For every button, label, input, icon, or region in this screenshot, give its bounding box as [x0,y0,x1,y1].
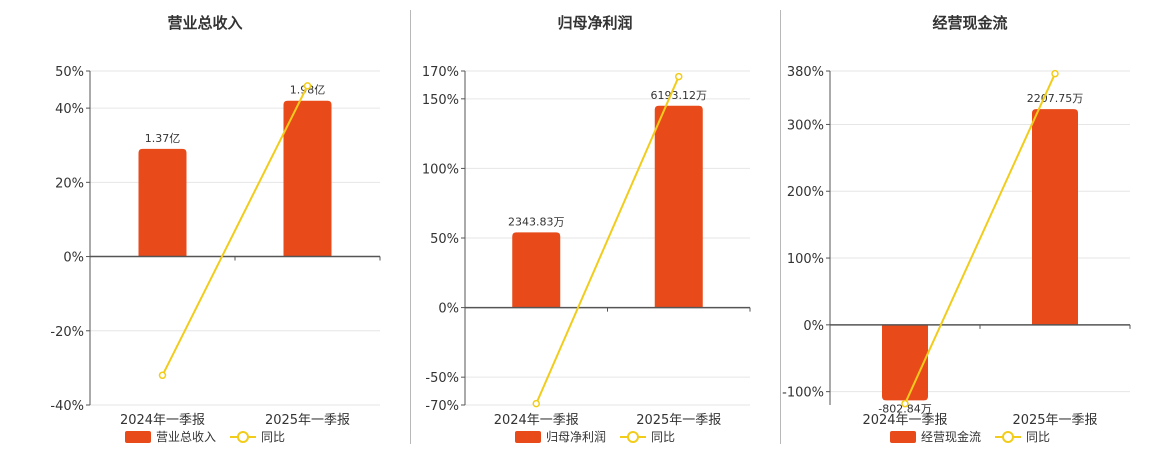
chart-panel-operating-cash-flow: 经营现金流 380% 300% 200% 100% 0% -100% -802.84万 220… [780,0,1160,450]
line-point [158,371,167,380]
y-tick-label: -40% [50,399,84,414]
bar [1032,109,1078,325]
panel-divider [410,10,411,444]
line-point [1051,69,1059,78]
line-series [535,76,680,405]
bar [138,148,187,257]
bar [283,100,332,257]
bar-data-label: 2343.83万 [508,215,565,228]
y-tick-label: 20% [55,176,84,191]
legend-swatch-bar [514,430,541,443]
legend-label-line: 同比 [1026,430,1051,444]
chart-panel-net-profit: 归母净利润 170% 150% 100% 50% 0% -50% -70% 2343.83万 6… [410,0,780,450]
x-tick-label: 2025年一季报 [265,413,350,428]
chart-operating-cash-flow: 380% 300% 200% 100% 0% -100% -802.84万 2207.75万 2… [782,65,1131,428]
y-tick-label: 40% [55,102,84,117]
bar-data-label: 2207.75万 [1027,92,1084,105]
y-tick-label: -70% [425,399,459,414]
legend-label-line: 同比 [651,430,676,444]
line-series [161,85,309,376]
y-tick-label: 50% [430,232,459,247]
bar [512,232,561,308]
y-tick-label: 100% [422,162,459,177]
x-tick-label: 2025年一季报 [636,413,721,428]
legend-swatch-line [230,430,256,443]
y-tick-label: -100% [782,386,824,401]
y-tick-label: 150% [422,93,459,108]
legend-label-bar: 经营现金流 [920,430,981,444]
chart-title: 经营现金流 [932,14,1008,32]
legend-label-line: 同比 [261,430,286,444]
legend-label-bar: 归母净利润 [545,430,606,444]
line-series [904,73,1056,405]
chart-title: 营业总收入 [167,14,243,32]
x-tick-label: 2024年一季报 [862,413,947,428]
legend: 归母净利润 同比 [410,428,780,445]
x-tick-label: 2025年一季报 [1012,413,1097,428]
chart-panel-revenue: 营业总收入 50% 40% 20% 0% -20% -40% 1.37亿 1.98亿 2024年… [0,0,410,450]
legend-swatch-line [620,430,646,443]
chart-revenue: 50% 40% 20% 0% -20% -40% 1.37亿 1.98亿 2024年一季报 202… [50,65,381,428]
bar-data-label: 1.37亿 [145,132,181,145]
line-point [532,399,540,408]
bar [654,105,703,308]
bar-data-label: 6193.12万 [651,89,708,102]
y-tick-label: -50% [425,371,459,386]
panel-divider [780,10,781,444]
bar-data-label: -802.84万 [878,402,931,415]
y-tick-label: 170% [422,65,459,80]
legend-swatch-line [995,430,1021,443]
line-point [675,72,683,81]
x-tick-label: 2024年一季报 [120,413,205,428]
y-tick-label: 0% [63,251,84,266]
y-tick-label: 380% [787,65,824,80]
chart-net-profit: 170% 150% 100% 50% 0% -50% -70% 2343.83万 6193.12… [422,65,751,428]
legend: 经营现金流 同比 [780,428,1160,445]
y-tick-label: 0% [438,302,459,317]
legend: 营业总收入 同比 [0,428,410,445]
y-tick-label: 200% [787,185,824,200]
bar-data-label: 1.98亿 [290,84,326,97]
chart-title: 归母净利润 [557,14,633,32]
legend-label-bar: 营业总收入 [155,430,216,444]
y-tick-label: -20% [50,325,84,340]
legend-swatch-bar [124,430,151,443]
legend-swatch-bar [889,430,916,443]
y-tick-label: 0% [803,319,824,334]
y-tick-label: 300% [787,118,824,133]
bar [882,324,928,401]
line-point [303,82,312,90]
line-point [901,399,909,408]
y-tick-label: 100% [787,252,824,267]
x-tick-label: 2024年一季报 [494,413,579,428]
y-tick-label: 50% [55,65,84,80]
